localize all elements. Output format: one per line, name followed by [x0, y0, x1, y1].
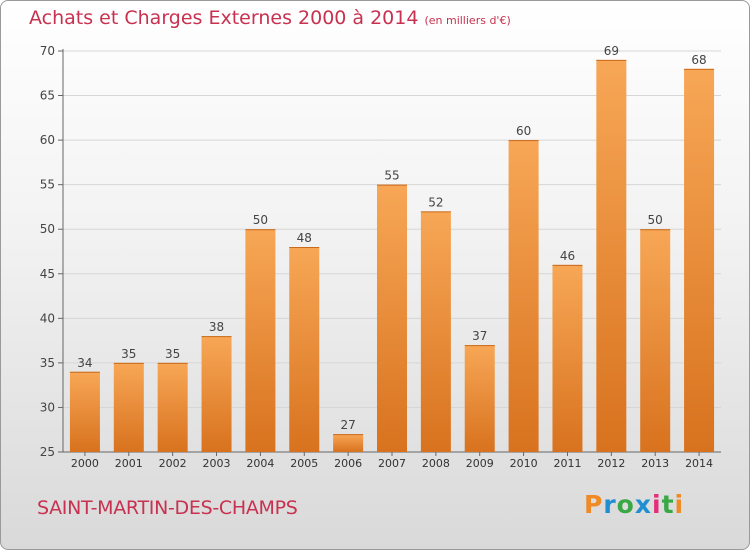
y-tick-label: 25	[40, 445, 55, 459]
bar-value-label: 55	[384, 169, 399, 183]
x-tick-label: 2003	[203, 457, 231, 470]
x-tick-label: 2013	[641, 457, 669, 470]
bar-value-label: 68	[691, 53, 706, 67]
bar	[245, 229, 276, 452]
bar	[596, 59, 627, 453]
bar-value-label: 35	[121, 347, 136, 361]
bar	[420, 211, 451, 452]
y-tick-label: 50	[40, 222, 55, 236]
chart-title: Achats et Charges Externes 2000 à 2014 (e…	[29, 7, 511, 29]
x-tick-label: 2014	[685, 457, 713, 470]
chart-title-text: Achats et Charges Externes 2000 à 2014	[29, 7, 419, 29]
bar-value-label: 48	[297, 231, 312, 245]
logo-letter: P	[584, 490, 604, 519]
data-labels: 34 35 35 38 50 48 27 55 52 37 60 46 69 50 68	[77, 44, 706, 432]
bar	[464, 345, 495, 452]
bar-value-label: 50	[648, 213, 663, 227]
bar-value-label: 27	[340, 418, 355, 432]
bar-value-label: 52	[428, 195, 443, 209]
bar-value-label: 46	[560, 249, 575, 263]
logo-letter: i	[674, 490, 685, 519]
logo-letter: o	[616, 490, 635, 519]
commune-name: SAINT-MARTIN-DES-CHAMPS	[37, 497, 298, 519]
x-tick-label: 2010	[510, 457, 538, 470]
bar	[640, 229, 671, 452]
proxiti-logo[interactable]: Proxiti	[584, 490, 684, 519]
bar-value-label: 60	[516, 124, 531, 138]
bar	[69, 371, 100, 452]
logo-letter: r	[603, 490, 617, 519]
bar-value-label: 37	[472, 329, 487, 343]
y-tick-label: 60	[40, 133, 55, 147]
bar-value-label: 38	[209, 320, 224, 334]
bar	[333, 434, 364, 452]
x-tick-label: 2009	[466, 457, 494, 470]
y-tick-label: 55	[40, 178, 55, 192]
bar-value-label: 69	[604, 44, 619, 58]
x-tick-label: 2000	[71, 457, 99, 470]
bar	[289, 247, 320, 452]
x-tick-label: 2005	[290, 457, 318, 470]
bar-value-label: 35	[165, 347, 180, 361]
y-tick-label: 40	[40, 311, 55, 325]
x-tick-label: 2001	[115, 457, 143, 470]
x-tick-label: 2007	[378, 457, 406, 470]
x-tick-label: 2006	[334, 457, 362, 470]
logo-letter: i	[652, 490, 662, 519]
bar	[508, 140, 539, 452]
logo-letter: x	[634, 490, 652, 519]
y-tick-label: 35	[40, 356, 55, 370]
bar-value-label: 50	[253, 213, 268, 227]
x-tick-label: 2011	[553, 457, 581, 470]
y-tick-label: 45	[40, 267, 55, 281]
bar	[552, 264, 583, 452]
logo-letter: t	[661, 490, 675, 519]
x-tick-label: 2002	[159, 457, 187, 470]
bar-value-label: 34	[77, 356, 92, 370]
x-tick-label: 2004	[246, 457, 274, 470]
chart-subtitle: (en milliers d'€)	[424, 14, 511, 27]
bars	[69, 59, 715, 453]
x-tick-label: 2008	[422, 457, 450, 470]
bar	[113, 362, 144, 452]
y-tick-label: 65	[40, 89, 55, 103]
bar	[201, 336, 232, 452]
y-tick-label: 70	[40, 44, 55, 58]
bar	[377, 184, 407, 452]
bar	[684, 68, 715, 453]
y-tick-label: 30	[40, 400, 55, 414]
x-tick-label: 2012	[597, 457, 625, 470]
bar	[157, 362, 188, 452]
